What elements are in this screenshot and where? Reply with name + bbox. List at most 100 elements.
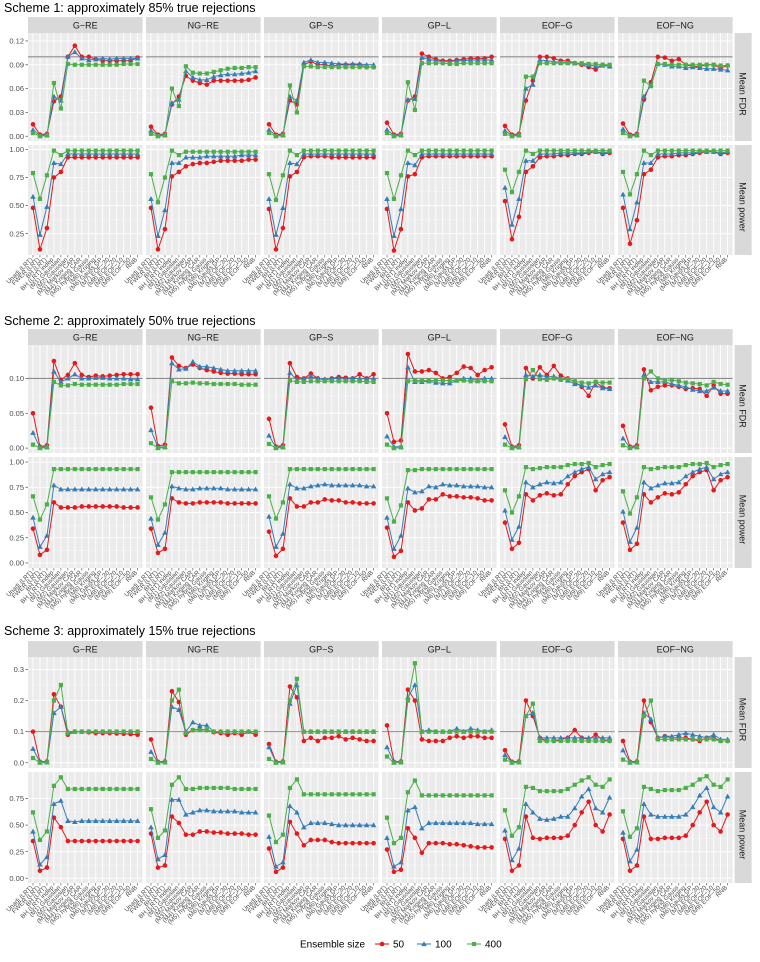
- fdr-point-400: [190, 380, 195, 385]
- power-point-400: [329, 792, 334, 797]
- fdr-series-line-400: [504, 369, 610, 449]
- fdr-point-50: [30, 410, 36, 416]
- power-point-50: [287, 819, 293, 825]
- fdr-point-400: [371, 65, 376, 70]
- power-point-400: [412, 468, 417, 473]
- row-strip-label: Mean power: [738, 182, 748, 232]
- power-point-50: [364, 155, 369, 160]
- power-point-100: [669, 151, 675, 157]
- facet-strip: [264, 17, 379, 33]
- fdr-point-400: [294, 676, 299, 681]
- fdr-point-400: [669, 377, 674, 382]
- power-series-line-50: [268, 155, 374, 250]
- power-series-line-100: [504, 151, 610, 225]
- fdr-point-400: [197, 727, 202, 733]
- fdr-point-400: [447, 61, 452, 67]
- fdr-point-100: [675, 382, 682, 388]
- fdr-point-400: [711, 62, 716, 67]
- power-point-100: [349, 822, 356, 828]
- power-point-50: [100, 155, 106, 160]
- power-point-100: [627, 858, 633, 864]
- power-point-50: [197, 829, 203, 834]
- power-point-50: [676, 835, 682, 841]
- fdr-point-400: [79, 62, 84, 67]
- fdr-point-50: [433, 738, 439, 744]
- fdr-series-line-100: [150, 70, 256, 136]
- power-point-400: [246, 149, 251, 154]
- fdr-point-50: [384, 410, 390, 416]
- power-point-50: [183, 501, 189, 506]
- power-series-line-400: [504, 776, 610, 837]
- fdr-series-line-400: [150, 688, 256, 764]
- power-point-50: [79, 838, 85, 844]
- power-point-100: [148, 824, 154, 830]
- power-point-50: [607, 474, 612, 480]
- fdr-point-400: [204, 381, 209, 386]
- fdr-point-100: [710, 65, 717, 71]
- power-series-line-100: [32, 484, 138, 549]
- power-point-400: [523, 464, 529, 470]
- facet-strip-label: EOF−G: [542, 645, 573, 655]
- power-point-100: [488, 151, 495, 157]
- power-point-50: [398, 867, 404, 873]
- power-point-50: [391, 554, 397, 560]
- fdr-point-400: [197, 381, 202, 386]
- fdr-point-400: [405, 379, 411, 384]
- power-point-50: [627, 241, 633, 247]
- power-point-100: [516, 523, 522, 529]
- fdr-point-400: [135, 381, 140, 387]
- fdr-point-400: [280, 133, 286, 138]
- power-point-50: [162, 226, 168, 232]
- power-point-50: [169, 174, 175, 179]
- power-point-100: [315, 151, 321, 157]
- power-point-100: [92, 151, 99, 157]
- power-point-100: [210, 808, 217, 814]
- fdr-point-400: [225, 66, 230, 71]
- power-point-100: [190, 809, 196, 815]
- power-point-50: [537, 155, 543, 160]
- power-point-50: [79, 155, 85, 160]
- power-point-100: [509, 536, 515, 542]
- power-point-100: [398, 859, 404, 865]
- fdr-point-100: [502, 752, 508, 758]
- power-point-400: [93, 467, 98, 472]
- power-point-50: [315, 500, 321, 505]
- power-point-400: [586, 775, 591, 780]
- power-point-400: [148, 172, 154, 177]
- fdr-point-100: [446, 380, 453, 386]
- fdr-point-50: [169, 688, 175, 694]
- power-point-100: [537, 481, 543, 487]
- power-point-50: [266, 846, 272, 851]
- power-point-400: [419, 148, 424, 153]
- fdr-point-400: [447, 729, 452, 734]
- fdr-point-400: [475, 379, 480, 384]
- power-point-400: [162, 828, 168, 833]
- power-series-line-100: [386, 806, 492, 868]
- facet-strip-label: EOF−NG: [657, 645, 694, 655]
- power-point-100: [266, 833, 272, 839]
- power-point-50: [364, 501, 369, 506]
- fdr-series-line-100: [32, 370, 138, 448]
- fdr-point-400: [537, 738, 542, 744]
- fdr-point-50: [266, 122, 272, 127]
- power-point-400: [135, 467, 140, 472]
- fdr-series-line-400: [150, 65, 256, 137]
- power-point-400: [551, 464, 556, 470]
- fdr-point-400: [579, 738, 584, 744]
- y-tick-label: 0.25: [9, 847, 24, 856]
- power-point-50: [135, 155, 140, 160]
- fdr-point-50: [176, 363, 182, 369]
- power-point-100: [571, 805, 578, 811]
- fdr-point-100: [203, 363, 210, 369]
- y-tick-label: 0.00: [9, 132, 24, 141]
- power-point-100: [217, 485, 224, 491]
- fdr-point-50: [489, 364, 494, 370]
- fdr-point-400: [586, 738, 591, 744]
- power-point-100: [335, 151, 342, 157]
- power-point-100: [231, 153, 238, 159]
- fdr-panel-bg: [382, 345, 497, 453]
- fdr-point-100: [488, 57, 495, 63]
- power-point-100: [384, 196, 390, 201]
- fdr-point-50: [447, 374, 453, 380]
- power-point-400: [683, 785, 688, 791]
